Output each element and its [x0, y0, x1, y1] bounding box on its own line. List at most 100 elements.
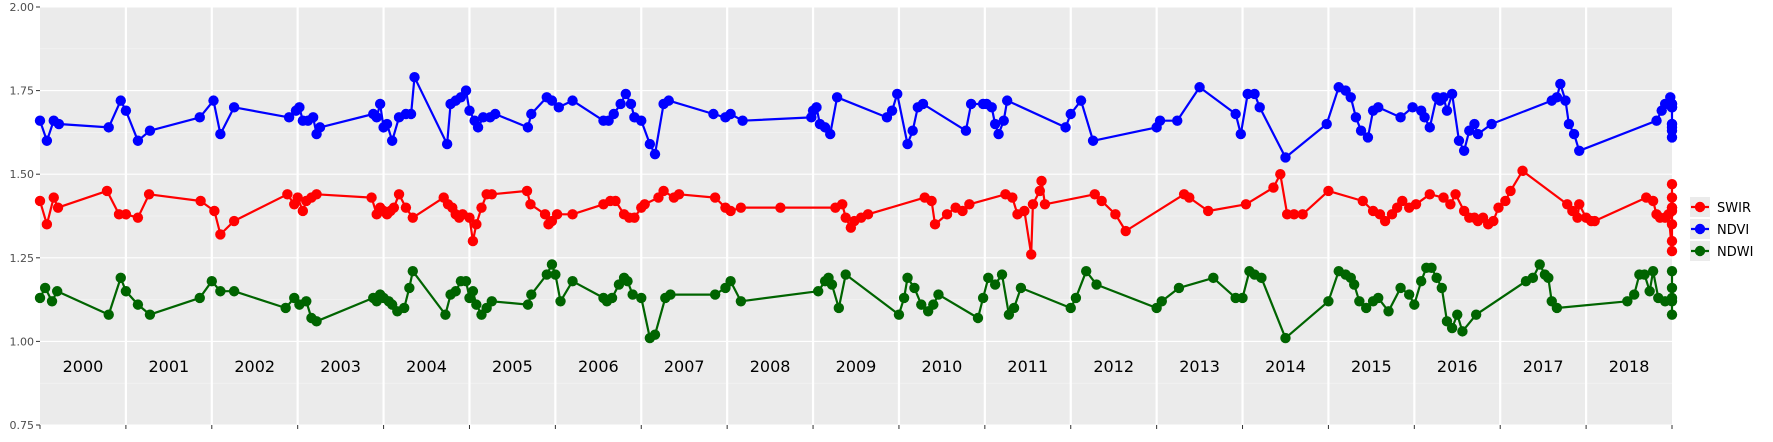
- ndvi-point: [1075, 95, 1087, 106]
- ndwi-point: [1426, 262, 1437, 274]
- ndvi-point: [1568, 128, 1580, 140]
- ndwi-point: [840, 269, 851, 280]
- year-label: 2017: [1523, 357, 1564, 376]
- legend-label-ndwi: NDWI: [1717, 245, 1753, 260]
- year-label: 2016: [1437, 357, 1478, 376]
- ndvi-point: [1666, 118, 1678, 130]
- swir-point: [143, 189, 155, 200]
- ndvi-point: [194, 112, 205, 123]
- swir-point: [551, 209, 563, 220]
- ndvi-point: [1065, 108, 1076, 120]
- ndwi-point: [120, 286, 132, 297]
- ndwi-point: [215, 286, 226, 297]
- ndwi-point: [833, 302, 845, 314]
- ndvi-point: [1486, 118, 1497, 130]
- swir-point: [1268, 182, 1279, 193]
- swir-point: [1666, 235, 1678, 247]
- swir-point: [1424, 189, 1435, 200]
- ndvi-point: [1235, 128, 1247, 140]
- ndwi-point: [709, 289, 721, 300]
- swir-point: [862, 209, 874, 220]
- ndvi-point: [386, 135, 398, 146]
- ndwi-point: [398, 302, 410, 314]
- ndvi-point: [1555, 78, 1566, 90]
- swir-point: [209, 205, 220, 217]
- ndvi-point: [1458, 145, 1470, 156]
- year-label: 2014: [1265, 357, 1306, 376]
- ndvi-point: [636, 115, 647, 126]
- y-tick-label: 1.00: [10, 335, 35, 348]
- swir-point: [525, 199, 536, 210]
- ndvi-point: [831, 92, 843, 103]
- ndwi-point: [636, 292, 647, 304]
- x-axis: [39, 425, 1673, 429]
- swir-point: [48, 192, 59, 203]
- year-label: 2018: [1609, 357, 1650, 376]
- ndwi-point: [194, 292, 205, 304]
- ndvi-point: [1560, 95, 1571, 106]
- ndvi-point: [144, 125, 156, 136]
- ndvi-point: [526, 108, 537, 120]
- ndvi-point: [1551, 92, 1563, 103]
- ndwi-point: [1237, 292, 1248, 304]
- ndwi-point: [933, 289, 944, 300]
- swir-point: [1517, 165, 1528, 177]
- ndwi-point: [1415, 276, 1427, 287]
- y-axis: 0.75 1.00 1.25 1.50 1.75 2.00: [10, 1, 40, 432]
- ndwi-point: [1622, 296, 1633, 307]
- swir-point: [929, 219, 941, 230]
- y-tick-label: 0.75: [10, 419, 35, 432]
- ndwi-point: [1409, 299, 1420, 310]
- ndvi-point: [294, 102, 305, 113]
- y-tick-label: 1.75: [10, 85, 35, 98]
- swir-point: [464, 212, 475, 223]
- ndvi-point: [115, 95, 126, 106]
- swir-point: [1026, 249, 1037, 260]
- ndwi-point: [665, 289, 676, 300]
- ndvi-point: [441, 138, 453, 150]
- ndwi-point: [1156, 296, 1167, 307]
- ndvi-point: [1438, 92, 1449, 103]
- ndwi-point: [132, 299, 144, 310]
- ndvi-point: [608, 108, 619, 120]
- year-label: 2007: [664, 357, 705, 376]
- ndwi-point: [1065, 302, 1076, 314]
- y-tick-label: 1.25: [10, 252, 35, 265]
- swir-point: [393, 189, 405, 200]
- ndvi-point: [132, 135, 144, 146]
- ndwi-point: [567, 276, 578, 287]
- ndwi-point: [1373, 292, 1384, 304]
- ndwi-point: [404, 282, 415, 294]
- ndwi-point: [1446, 322, 1458, 334]
- year-labels: 2000 2001 2002 2003 2004 2005 2006 2007 2008 2009…: [63, 357, 1650, 376]
- swir-point: [709, 192, 721, 203]
- swir-point: [610, 195, 621, 207]
- ndvi-point: [464, 105, 475, 116]
- ndwi-point: [813, 286, 824, 297]
- ndwi-point: [1395, 282, 1406, 294]
- ndwi-point: [1431, 272, 1442, 284]
- swir-point: [1007, 192, 1018, 203]
- ndwi-point: [550, 269, 561, 280]
- ndvi-point: [1060, 122, 1071, 133]
- swir-point: [567, 209, 578, 220]
- ndwi-point: [1403, 289, 1415, 300]
- swir-point: [1666, 202, 1678, 213]
- ndwi-point: [1629, 289, 1640, 300]
- ndvi-point: [1154, 115, 1166, 126]
- ndvi-point: [993, 128, 1004, 140]
- ndvi-point: [644, 138, 656, 150]
- ndwi-point: [228, 286, 240, 297]
- ndvi-point: [708, 108, 719, 120]
- ndwi-point: [103, 309, 114, 320]
- series-layer: [34, 72, 1678, 344]
- ndwi-point: [440, 309, 451, 320]
- ndwi-point: [1091, 279, 1102, 290]
- ndwi-point: [115, 272, 126, 284]
- swir-point: [195, 195, 206, 207]
- ndvi-point: [1407, 102, 1418, 113]
- ndvi-point: [34, 115, 46, 126]
- swir-point: [1450, 189, 1461, 200]
- legend-key-point: [1694, 201, 1706, 213]
